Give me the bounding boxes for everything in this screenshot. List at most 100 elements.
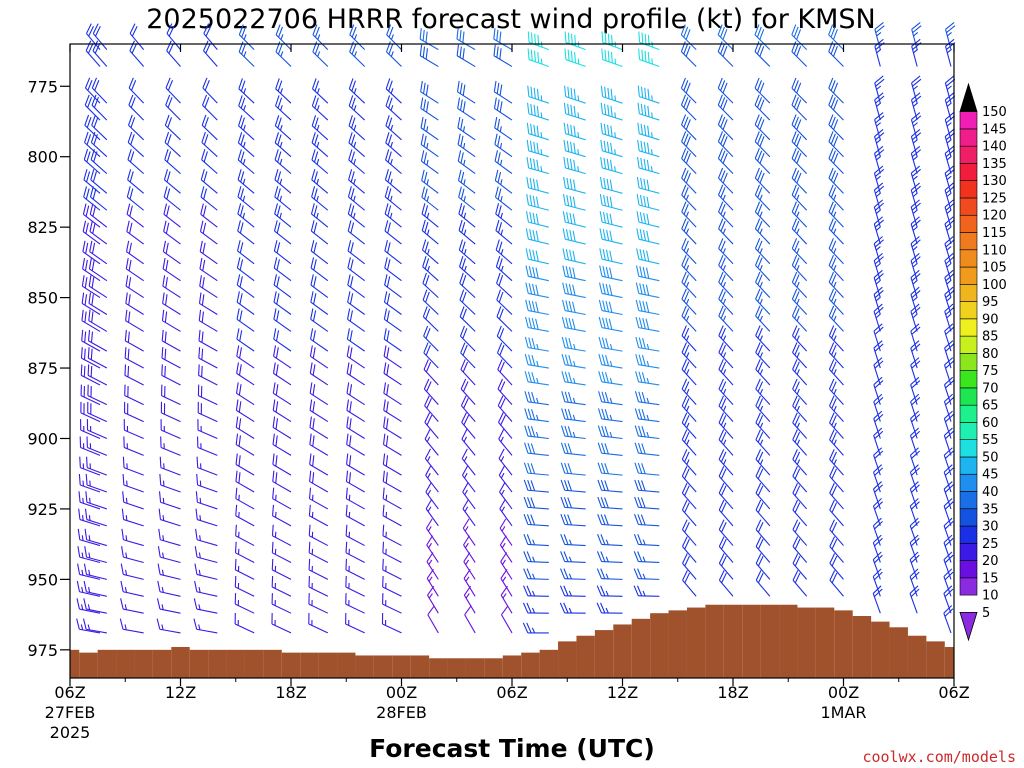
barb-flag xyxy=(641,32,644,44)
barb-flag xyxy=(759,172,765,184)
barb-flag xyxy=(535,250,539,262)
barb-flag xyxy=(83,348,86,360)
barb-staff xyxy=(422,249,439,265)
wind-barb xyxy=(560,442,586,456)
wind-barb xyxy=(274,149,292,175)
barb-flag xyxy=(421,169,425,181)
barb-flag xyxy=(945,185,955,194)
barb-flag xyxy=(830,80,836,91)
barb-flag xyxy=(83,169,88,180)
wind-barb xyxy=(911,38,922,67)
barb-staff xyxy=(754,177,771,194)
barb-flag xyxy=(528,266,533,278)
barb-staff xyxy=(564,347,586,352)
colorbar-label: 80 xyxy=(982,347,999,362)
barb-staff xyxy=(310,284,329,299)
barb-staff xyxy=(347,301,365,315)
wind-barb xyxy=(792,429,808,456)
barb-flag xyxy=(792,359,798,370)
wind-barb xyxy=(943,534,954,563)
barb-half-flag xyxy=(390,88,394,94)
barb-flag xyxy=(640,103,644,115)
barb-staff xyxy=(311,196,329,211)
barb-flag xyxy=(831,572,838,584)
barb-staff xyxy=(383,372,402,386)
barb-staff xyxy=(792,388,808,406)
barb-flag xyxy=(944,501,954,510)
barb-flag xyxy=(272,433,275,445)
barb-flag xyxy=(681,342,687,353)
barb-flag xyxy=(83,580,87,592)
barb-staff xyxy=(498,474,513,493)
wind-barb xyxy=(563,122,586,141)
barb-flag xyxy=(757,133,763,145)
barb-staff xyxy=(460,335,476,352)
barb-staff xyxy=(309,444,329,456)
barb-flag xyxy=(722,119,728,130)
barb-flag xyxy=(567,392,573,403)
wind-barb xyxy=(382,433,402,456)
barb-flag xyxy=(499,535,507,546)
barb-flag xyxy=(311,149,316,161)
barb-flag xyxy=(193,598,198,610)
barb-staff xyxy=(527,543,549,547)
wind-barb xyxy=(160,419,181,439)
barb-half-flag xyxy=(686,439,690,445)
barb-staff xyxy=(755,315,771,332)
barb-staff xyxy=(681,458,697,476)
barb-staff xyxy=(385,105,402,121)
barb-flag xyxy=(875,132,885,141)
barb-half-flag xyxy=(242,212,246,219)
barb-flag xyxy=(792,519,799,530)
wind-barb xyxy=(791,41,808,67)
barb-staff xyxy=(123,467,144,476)
wind-barb xyxy=(158,508,181,527)
barb-flag xyxy=(720,257,726,269)
barb-flag xyxy=(757,291,763,302)
barb-staff xyxy=(198,320,218,332)
wind-barb xyxy=(81,275,101,299)
barb-flag xyxy=(792,553,799,564)
barb-staff xyxy=(755,228,771,245)
terrain-column xyxy=(281,652,301,678)
wind-barb xyxy=(792,499,808,527)
barb-half-flag xyxy=(353,88,357,94)
barb-flag xyxy=(641,480,646,492)
wind-barb xyxy=(309,345,329,369)
wind-barb xyxy=(272,470,292,493)
barb-flag xyxy=(533,124,536,136)
barb-flag xyxy=(463,535,470,546)
barb-staff xyxy=(681,194,697,211)
barb-half-flag xyxy=(685,281,690,288)
barb-flag xyxy=(598,353,603,365)
colorbar-label: 70 xyxy=(982,381,999,396)
barb-staff xyxy=(308,569,329,580)
barb-half-flag xyxy=(279,178,283,185)
barb-flag xyxy=(911,219,921,228)
barb-half-flag xyxy=(427,526,432,532)
barb-half-flag xyxy=(759,459,764,465)
barb-flag xyxy=(499,398,506,409)
barb-flag xyxy=(946,25,956,34)
barb-flag xyxy=(828,94,834,106)
wind-barb xyxy=(829,466,844,493)
barb-flag xyxy=(604,32,607,44)
barb-flag xyxy=(275,455,278,467)
barb-half-flag xyxy=(428,593,433,599)
barb-staff xyxy=(271,603,292,614)
wind-barb xyxy=(238,24,255,51)
barb-staff xyxy=(273,392,292,406)
wind-barb xyxy=(943,551,954,580)
wind-barb xyxy=(829,499,844,527)
wind-barb xyxy=(560,479,586,493)
wind-barb xyxy=(197,419,218,439)
barb-flag xyxy=(351,80,356,92)
wind-barb xyxy=(872,585,883,614)
wind-barb xyxy=(166,40,181,67)
barb-flag xyxy=(643,195,647,207)
barb-flag xyxy=(792,570,799,581)
barb-half-flag xyxy=(759,439,764,445)
x-tick-label: 00Z xyxy=(386,683,417,702)
barb-flag xyxy=(531,283,536,295)
wind-barb xyxy=(199,257,218,282)
